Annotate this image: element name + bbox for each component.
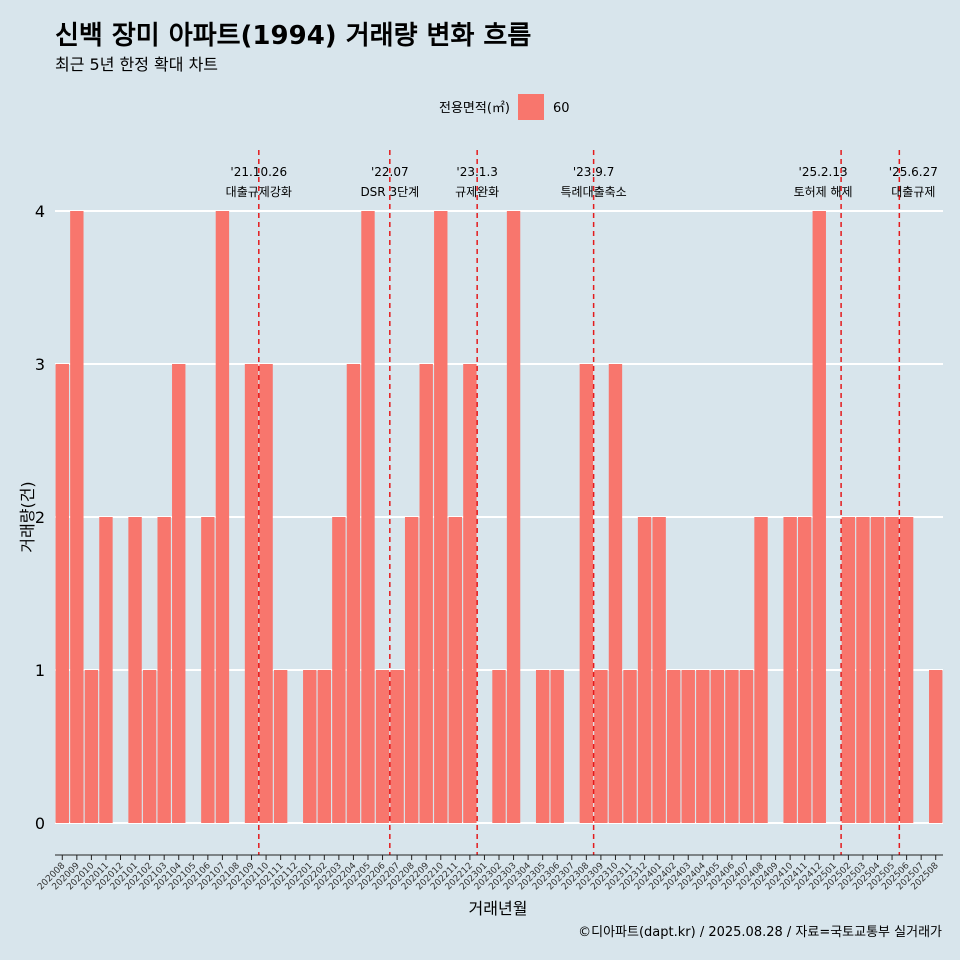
bar [434,211,448,823]
bar [666,670,681,823]
bar [550,670,564,823]
caption: ©디아파트(dapt.kr) / 2025.08.28 / 자료=국토교통부 실… [578,925,942,940]
bar [856,517,870,823]
annotation-date: '25.2.13 [799,165,848,179]
bar [375,670,390,823]
bar [885,517,899,823]
annotation-date: '23.9.7 [573,165,614,179]
bar [361,211,375,823]
bar [594,670,608,823]
bar [332,517,346,823]
bar [317,670,332,823]
bar [463,364,477,823]
bar [404,517,419,823]
annotation-date: '23.1.3 [456,165,497,179]
annotation-text: 규제완화 [455,185,499,199]
y-axis-title: 거래량(건) [18,481,37,552]
legend-title: 전용면적(㎡) [439,101,510,116]
annotation-text: 대출규제 [891,185,935,199]
chart-subtitle: 최근 5년 한정 확대 차트 [55,55,218,74]
bar [273,670,288,823]
bar [637,517,652,823]
bar [99,517,113,823]
annotation-lines [258,150,901,855]
bar [579,364,594,823]
x-axis-title: 거래년월 [469,899,528,918]
annotation-labels: '21.10.26 대출규제강화 '22.07 DSR 3단계 '23.1.3 규제완화 '… [226,165,938,199]
bar [303,670,317,823]
y-tick-label: 2 [35,508,45,527]
y-tick-label: 0 [35,814,45,833]
bar [201,517,215,823]
bar [812,211,826,823]
y-tick-label: 1 [35,661,45,680]
annotation-text: 토허제 해제 [794,185,853,199]
bars [55,211,943,823]
bar [725,670,739,823]
bar [739,670,754,823]
y-axis: 0 1 2 3 4 [35,202,45,833]
bar [390,670,404,823]
bar [172,364,186,823]
bar [259,364,273,823]
bar [215,211,230,823]
bar [783,517,797,823]
annotation-text: DSR 3단계 [360,185,419,199]
bar [448,517,463,823]
bar [492,670,506,823]
legend-entry-label: 60 [553,101,570,116]
legend: 전용면적(㎡) 60 [439,94,570,120]
bar [681,670,695,823]
bar [623,670,637,823]
bar [55,364,69,823]
bar [608,364,623,823]
bar [70,211,84,823]
annotation-date: '22.07 [371,165,409,179]
bar [870,517,885,823]
x-axis: 2020082020092020102020112020122021012021… [36,854,943,892]
annotation-text: 특례대출축소 [560,185,626,199]
bar [142,670,157,823]
legend-swatch [518,94,544,120]
bar [696,670,710,823]
bar [346,364,361,823]
bar [899,517,914,823]
chart-title: 신백 장미 아파트(1994) 거래량 변화 흐름 [55,21,531,51]
y-tick-label: 4 [35,202,45,221]
bar [710,670,725,823]
bar [754,517,768,823]
bar [506,211,521,823]
bar [244,364,259,823]
bar [84,670,99,823]
bar [128,517,142,823]
bar [841,517,856,823]
bar [419,364,433,823]
annotation-text: 대출규제강화 [226,185,292,199]
y-tick-label: 3 [35,355,45,374]
bar [157,517,171,823]
bar [652,517,666,823]
bar [929,670,943,823]
bar [798,517,812,823]
annotation-date: '25.6.27 [889,165,938,179]
annotation-date: '21.10.26 [230,165,287,179]
bar [535,670,550,823]
